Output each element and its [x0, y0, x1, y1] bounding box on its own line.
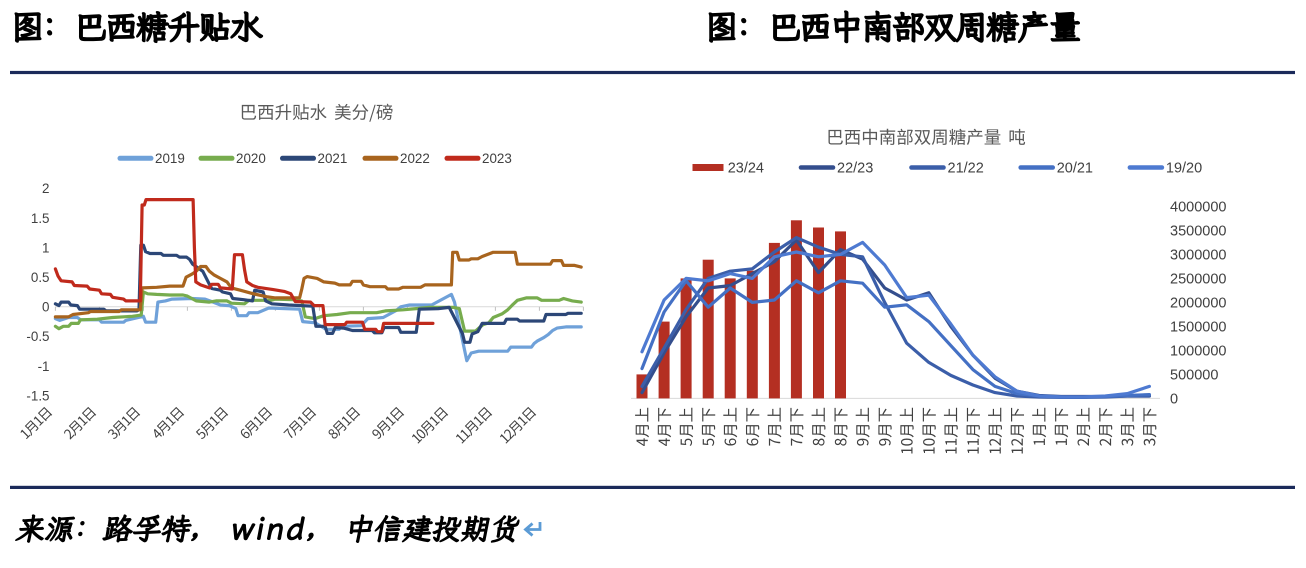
svg-text:0: 0 — [42, 300, 49, 315]
svg-text:2020: 2020 — [236, 151, 266, 166]
svg-text:2500000: 2500000 — [1170, 272, 1226, 288]
svg-text:23/24: 23/24 — [728, 161, 764, 177]
svg-text:2023: 2023 — [482, 151, 512, 166]
svg-text:500000: 500000 — [1170, 368, 1218, 384]
svg-text:21/22: 21/22 — [948, 161, 984, 177]
svg-text:2: 2 — [42, 181, 49, 196]
svg-text:0.5: 0.5 — [31, 270, 50, 285]
svg-text:-0.5: -0.5 — [26, 329, 49, 344]
svg-text:1500000: 1500000 — [1170, 320, 1226, 336]
svg-text:2022: 2022 — [400, 151, 430, 166]
svg-text:-1.5: -1.5 — [26, 388, 49, 403]
svg-text:1000000: 1000000 — [1170, 344, 1226, 360]
svg-text:2019: 2019 — [155, 151, 185, 166]
svg-text:3500000: 3500000 — [1170, 224, 1226, 240]
svg-text:2021: 2021 — [318, 151, 348, 166]
svg-text:0: 0 — [1170, 392, 1178, 408]
svg-text:-1: -1 — [38, 359, 50, 374]
svg-text:1: 1 — [42, 240, 49, 255]
svg-text:22/23: 22/23 — [837, 161, 873, 177]
svg-text:2000000: 2000000 — [1170, 296, 1226, 312]
svg-text:1.5: 1.5 — [31, 211, 50, 226]
svg-text:20/21: 20/21 — [1057, 161, 1093, 177]
svg-text:3000000: 3000000 — [1170, 248, 1226, 264]
svg-text:4000000: 4000000 — [1170, 200, 1226, 216]
svg-text:19/20: 19/20 — [1166, 161, 1202, 177]
